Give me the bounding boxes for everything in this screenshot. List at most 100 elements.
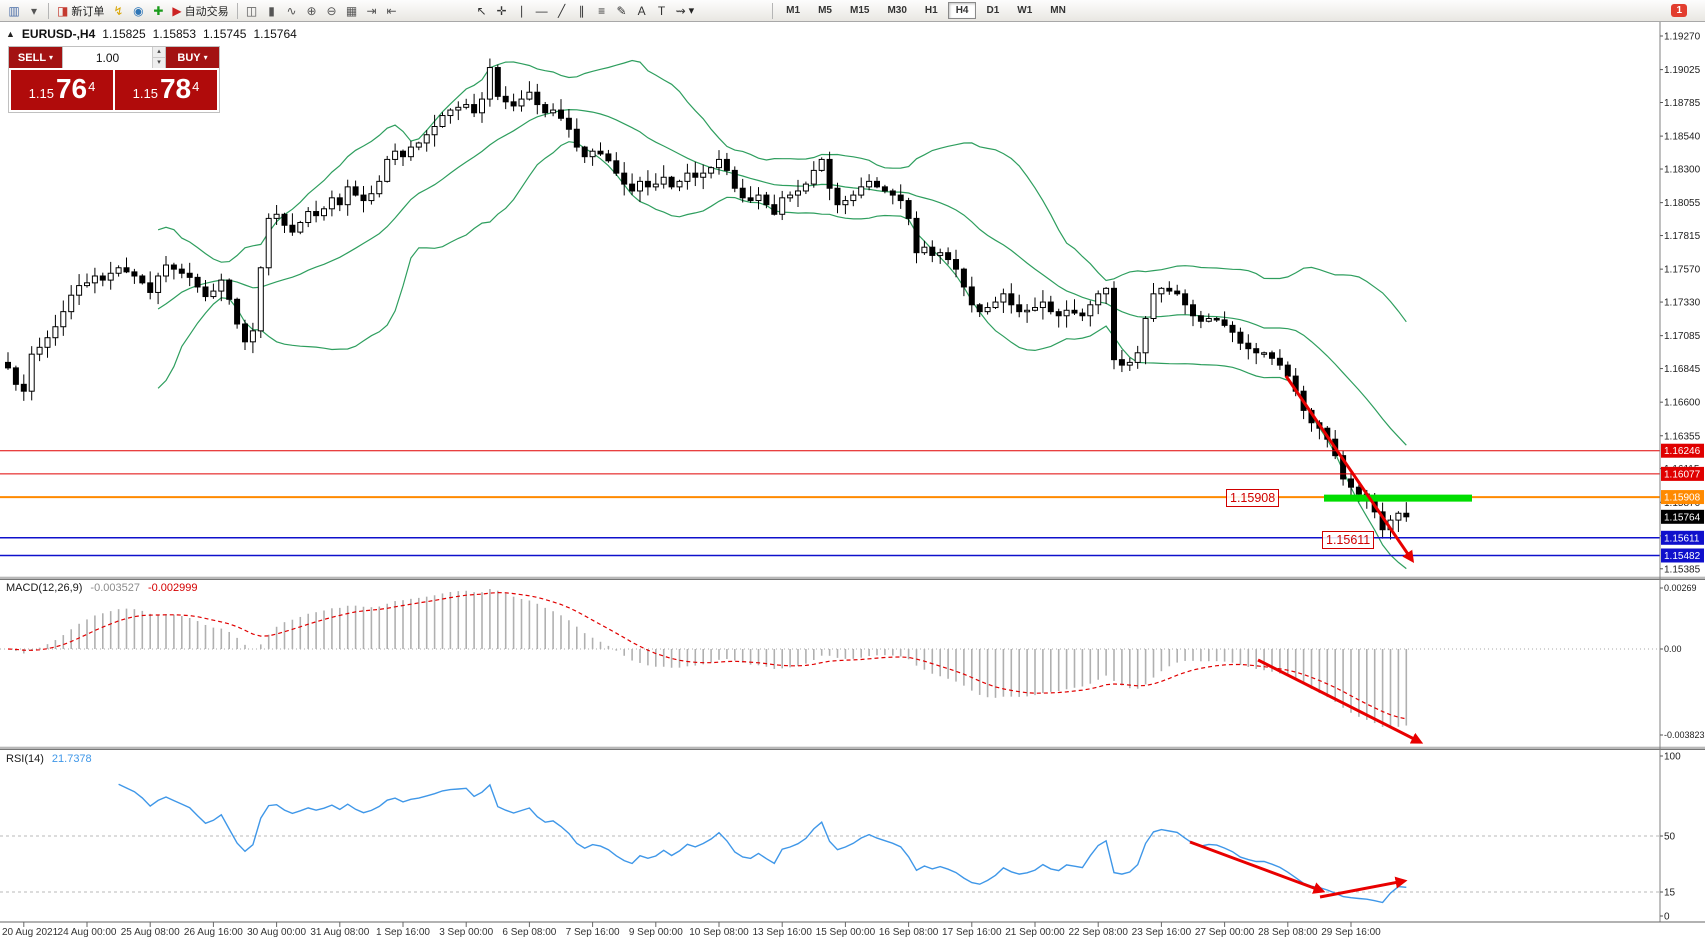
bar-low-value: 1.15745 <box>203 27 247 41</box>
horizontal-line-objects[interactable] <box>0 450 1660 557</box>
zoom-in-button[interactable]: ⊕ <box>303 2 321 20</box>
bar-close-value: 1.15764 <box>253 27 297 41</box>
zoom-out-button[interactable]: ⊖ <box>323 2 341 20</box>
timeframe-h4-button[interactable]: H4 <box>947 2 977 19</box>
candle-chart-mode-button[interactable]: ▮ <box>263 2 281 20</box>
new-order-icon: ◨ <box>57 3 69 18</box>
buy-price-big: 78 <box>159 73 192 104</box>
buy-price-sup: 4 <box>192 79 200 94</box>
svg-text:1.15482: 1.15482 <box>1664 551 1701 562</box>
svg-text:15: 15 <box>1664 888 1676 899</box>
timeframe-m5-button[interactable]: M5 <box>818 5 832 16</box>
sell-button[interactable]: 1.15 76 4 <box>11 70 113 110</box>
svg-text:31 Aug 08:00: 31 Aug 08:00 <box>310 927 369 938</box>
alerts-icon: ↯ <box>113 3 124 18</box>
trendline-tool-button[interactable]: ╱ <box>553 2 571 20</box>
text-tool-icon: A <box>637 3 646 18</box>
new-chart-icon: ▥ <box>8 3 20 18</box>
new-chart-button[interactable]: ▥ <box>5 2 23 20</box>
svg-text:1.17815: 1.17815 <box>1664 231 1701 242</box>
timeframe-m1-button[interactable]: M1 <box>786 5 801 16</box>
buy-caret-icon: ▾ <box>203 53 208 62</box>
svg-text:1.19270: 1.19270 <box>1664 32 1701 43</box>
sell-dropdown[interactable]: SELL ▾ <box>9 47 62 68</box>
text-tool-button[interactable]: A <box>633 2 651 20</box>
hline-tool-icon: ― <box>535 3 548 18</box>
price-annotation-label[interactable]: 1.15908 <box>1226 489 1280 507</box>
sell-price-small: 1.15 <box>28 86 54 101</box>
svg-text:100: 100 <box>1664 752 1681 763</box>
panel-splitters[interactable] <box>0 576 1705 750</box>
line-chart-mode-button[interactable]: ∿ <box>283 2 301 20</box>
fibonacci-tool-button[interactable]: ≡ <box>593 2 611 20</box>
sell-caret-icon: ▾ <box>49 53 54 62</box>
auto-scroll-button[interactable]: ⇥ <box>363 2 381 20</box>
svg-text:1.18055: 1.18055 <box>1664 198 1701 209</box>
one-click-trading-panel: SELL ▾ ▴ ▾ BUY ▾ 1.15 76 4 1.15 <box>8 46 220 113</box>
timeframe-mn-button[interactable]: MN <box>1050 5 1066 16</box>
cursor-tool-button[interactable]: ↖ <box>473 2 491 20</box>
volume-input[interactable] <box>63 47 152 68</box>
svg-text:3 Sep 00:00: 3 Sep 00:00 <box>439 927 493 938</box>
shapes-tool-button[interactable]: ✎ <box>613 2 631 20</box>
timeframe-d1-button[interactable]: D1 <box>986 5 1000 16</box>
timeframe-m30-button[interactable]: M30 <box>887 5 907 16</box>
market-watch-icon: ◉ <box>133 3 144 18</box>
sell-price-sup: 4 <box>88 79 96 94</box>
svg-text:21 Sep 00:00: 21 Sep 00:00 <box>1005 927 1065 938</box>
tile-windows-button[interactable]: ▦ <box>343 2 361 20</box>
profiles-dropdown-button[interactable]: ▾ <box>25 2 43 20</box>
timeframe-w1-button[interactable]: W1 <box>1017 5 1033 16</box>
svg-text:1.18785: 1.18785 <box>1664 98 1701 109</box>
svg-text:20 Aug 2021: 20 Aug 2021 <box>2 927 59 938</box>
svg-text:1 Sep 16:00: 1 Sep 16:00 <box>376 927 430 938</box>
label-tool-button[interactable]: T <box>653 2 671 20</box>
symbol-marker-icon: ▲ <box>6 29 15 39</box>
buy-dropdown[interactable]: BUY ▾ <box>166 47 219 68</box>
bar-open-value: 1.15825 <box>102 27 146 41</box>
notifications-badge[interactable]: 1 <box>1671 4 1687 17</box>
toolbar-separator <box>236 2 238 19</box>
svg-text:25 Aug 08:00: 25 Aug 08:00 <box>121 927 180 938</box>
svg-text:1.16355: 1.16355 <box>1664 431 1701 442</box>
bar-chart-mode-button[interactable]: ◫ <box>243 2 261 20</box>
volume-down-icon[interactable]: ▾ <box>153 58 165 68</box>
candles <box>5 58 1410 540</box>
svg-text:1.16077: 1.16077 <box>1664 469 1701 480</box>
vline-tool-button[interactable]: ∣ <box>513 2 531 20</box>
volume-up-icon[interactable]: ▴ <box>153 47 165 58</box>
crosshair-tool-button[interactable]: ✛ <box>493 2 511 20</box>
svg-text:1.17570: 1.17570 <box>1664 265 1701 276</box>
hline-tool-button[interactable]: ― <box>533 2 551 20</box>
svg-text:16 Sep 08:00: 16 Sep 08:00 <box>879 927 939 938</box>
timeframe-m15-button[interactable]: M15 <box>849 5 870 16</box>
rsi-indicator <box>0 783 1660 904</box>
svg-text:9 Sep 00:00: 9 Sep 00:00 <box>629 927 683 938</box>
svg-text:1.17330: 1.17330 <box>1664 298 1701 309</box>
buy-button[interactable]: 1.15 78 4 <box>115 70 217 110</box>
market-watch-button[interactable]: ◉ <box>129 2 147 20</box>
timeframe-h1-button[interactable]: H1 <box>924 5 938 16</box>
arrows-tool-button[interactable]: ⇝ ▾ <box>673 2 698 20</box>
svg-text:1.15764: 1.15764 <box>1664 512 1701 523</box>
new-order-label: 新订单 <box>71 5 105 18</box>
price-axis[interactable]: 1.19270 1.19025 1.18785 1.18540 1.18300 1.180… <box>1659 22 1705 923</box>
add-indicator-button[interactable]: ✚ <box>149 2 167 20</box>
alerts-button[interactable]: ↯ <box>109 2 127 20</box>
macd-indicator <box>0 589 1660 728</box>
price-annotation-label[interactable]: 1.15611 <box>1322 531 1375 549</box>
chart-shift-icon: ⇤ <box>386 3 397 18</box>
chart-shift-button[interactable]: ⇤ <box>383 2 401 20</box>
new-order-button[interactable]: ◨ 新订单 <box>54 2 107 20</box>
arrows-tool-icon: ⇝ <box>675 3 686 18</box>
time-axis[interactable]: 20 Aug 2021 24 Aug 00:00 25 Aug 08:00 26 Au… <box>0 921 1705 938</box>
symbol-title: EURUSD-,H4 <box>21 27 96 41</box>
tile-windows-icon: ▦ <box>345 3 358 18</box>
autotrading-button[interactable]: ▶ 自动交易 <box>169 2 231 20</box>
channel-tool-button[interactable]: ∥ <box>573 2 591 20</box>
fibonacci-tool-icon: ≡ <box>598 3 606 18</box>
svg-text:28 Sep 08:00: 28 Sep 08:00 <box>1258 927 1318 938</box>
svg-text:1.18540: 1.18540 <box>1664 132 1701 143</box>
trend-arrow-objects[interactable] <box>1189 375 1424 899</box>
